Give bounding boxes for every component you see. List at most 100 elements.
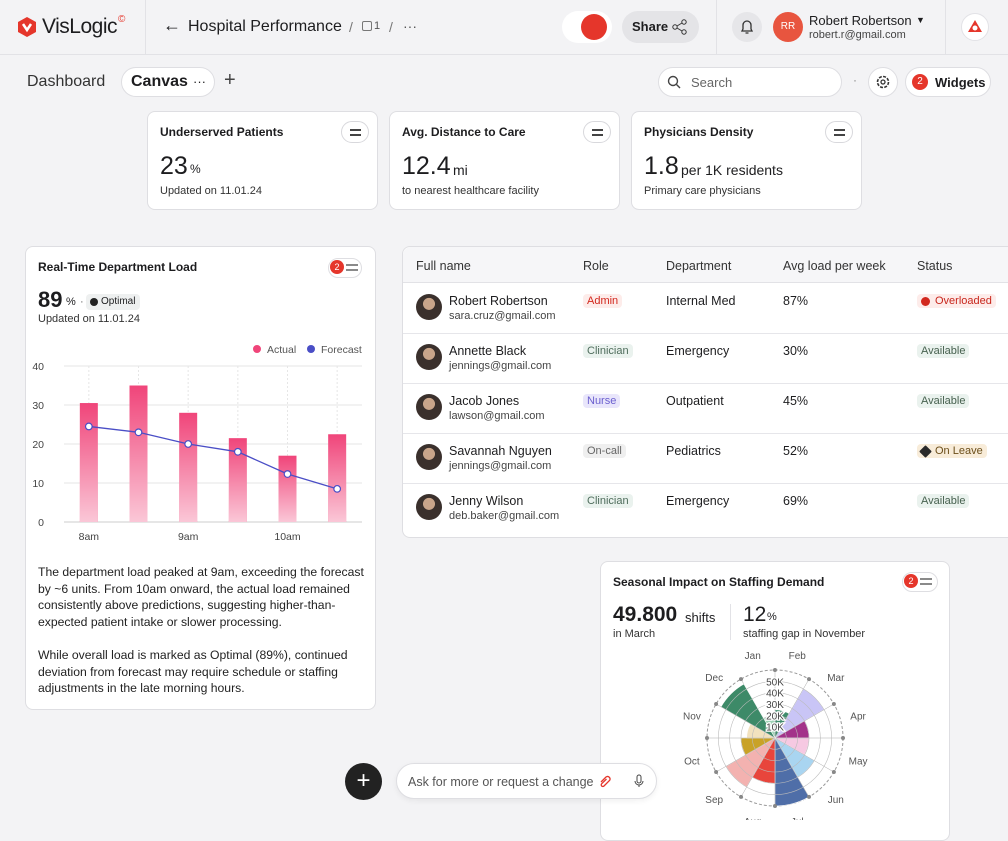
user-email: robert.r@gmail.com (809, 29, 906, 41)
filter-button[interactable] (341, 121, 369, 143)
y-tick-label: 10 (32, 478, 44, 490)
search-placeholder[interactable]: Search (691, 75, 733, 90)
note: in March (613, 628, 656, 640)
name: Jenny Wilson (449, 494, 524, 508)
filter-button[interactable] (902, 572, 938, 592)
search-box[interactable] (658, 67, 842, 97)
page-title: Hospital Performance (188, 18, 342, 35)
filter-button[interactable] (825, 121, 853, 143)
y-tick-label: 30 (32, 400, 44, 412)
kpi-unit: per 1K residents (681, 162, 783, 178)
email: sara.cruz@gmail.com (449, 310, 556, 322)
bar-shade (328, 434, 347, 522)
user-caret[interactable]: ▼ (916, 15, 925, 25)
app-logo-icon (968, 20, 982, 32)
load-chart: 0 10 20 30 40 8am 9am 10am Actual Forecast (32, 344, 362, 543)
load: 30% (783, 344, 809, 358)
email: deb.baker@gmail.com (449, 510, 560, 522)
filter-icon (920, 578, 932, 585)
r-tick-label: 50K (766, 677, 784, 688)
filter-badge: 2 (904, 574, 918, 588)
row-border (403, 333, 1008, 334)
r-grid (752, 715, 798, 761)
unit: shifts (685, 610, 716, 625)
widgets-label[interactable]: Widgets (935, 75, 986, 90)
avatar (416, 344, 442, 370)
category-label: Aug (744, 817, 762, 820)
share-label[interactable]: Share (632, 19, 669, 34)
edit-icon[interactable] (581, 14, 607, 40)
prompt-placeholder[interactable]: Ask for more or request a change (408, 775, 594, 789)
paragraph: The department load peaked at 9am, excee… (38, 565, 364, 630)
status-pill: On Leave (917, 444, 987, 458)
r-grid (718, 681, 832, 795)
name: Jacob Jones (449, 394, 520, 408)
search-icon (667, 75, 681, 89)
card-title: Seasonal Impact on Staffing Demand (613, 575, 825, 589)
kpi-card: Avg. Distance to Care 12.4 mi to nearest he… (389, 111, 620, 210)
ring-dot (714, 702, 719, 706)
load: 69% (783, 494, 809, 508)
filter-button[interactable] (583, 121, 611, 143)
point (233, 447, 242, 456)
value: 12 (743, 603, 767, 626)
category-label: Oct (684, 756, 700, 767)
brand: VisLogic (42, 15, 118, 38)
r-tick-label: 20K (766, 711, 784, 722)
add-tab[interactable]: + (224, 69, 236, 91)
crumb-sep: / (349, 19, 353, 35)
bar-shade (129, 385, 148, 522)
status-icon (921, 297, 930, 306)
category-label: Jan (745, 651, 761, 662)
name: Annette Black (449, 344, 527, 358)
ring-dot (714, 770, 719, 774)
department: Internal Med (666, 294, 736, 308)
load: 52% (783, 444, 809, 458)
tab-more[interactable]: ··· (193, 74, 206, 89)
r-tick-label: 30K (766, 700, 784, 711)
column-header: Full name (416, 259, 471, 273)
bar-shade (179, 412, 198, 522)
kpi-title: Avg. Distance to Care (402, 125, 526, 139)
attach-icon[interactable] (598, 774, 612, 788)
divider (945, 0, 946, 54)
department: Emergency (666, 494, 730, 508)
more[interactable]: ··· (403, 18, 417, 34)
x-tick-label: 10am (274, 531, 301, 543)
kpi-note: Updated on 11.01.24 (160, 185, 262, 197)
point (184, 440, 193, 448)
tab-dashboard[interactable]: Dashboard (27, 73, 106, 90)
category-label: May (849, 756, 868, 767)
point (134, 428, 143, 437)
add-button[interactable]: + (345, 763, 382, 800)
row-border (403, 483, 1008, 484)
status-pill: Optimal (86, 294, 141, 310)
prompt-box[interactable] (396, 763, 657, 799)
back-arrow[interactable]: ← (163, 15, 181, 35)
filter-button[interactable] (328, 258, 362, 278)
kpi-unit: mi (453, 162, 468, 178)
tab-canvas[interactable] (121, 67, 215, 97)
status-dot (90, 298, 98, 306)
kpi-value: 23 (160, 152, 188, 180)
tab-canvas-label[interactable]: Canvas (131, 73, 188, 90)
ring-dot (739, 794, 743, 799)
department: Pediatrics (666, 444, 721, 458)
settings[interactable] (868, 67, 898, 97)
ring-dot (773, 804, 777, 808)
bell[interactable] (732, 12, 762, 42)
avatar[interactable]: RR (773, 12, 803, 42)
status-pill: Available (917, 344, 970, 358)
column-header: Status (917, 259, 953, 273)
value: 49.800 (613, 603, 678, 626)
note: staffing gap in November (743, 628, 866, 640)
page-icon (362, 21, 372, 31)
kpi-card: Physicians Density 1.8 per 1K residents Pri… (631, 111, 862, 210)
mic-icon[interactable] (633, 774, 645, 788)
role-pill: Clinician (583, 344, 633, 358)
point (84, 422, 93, 431)
share-button[interactable] (622, 11, 699, 43)
bar-shade (228, 438, 247, 522)
ring-dot (705, 736, 709, 740)
settings-icon (876, 75, 890, 89)
